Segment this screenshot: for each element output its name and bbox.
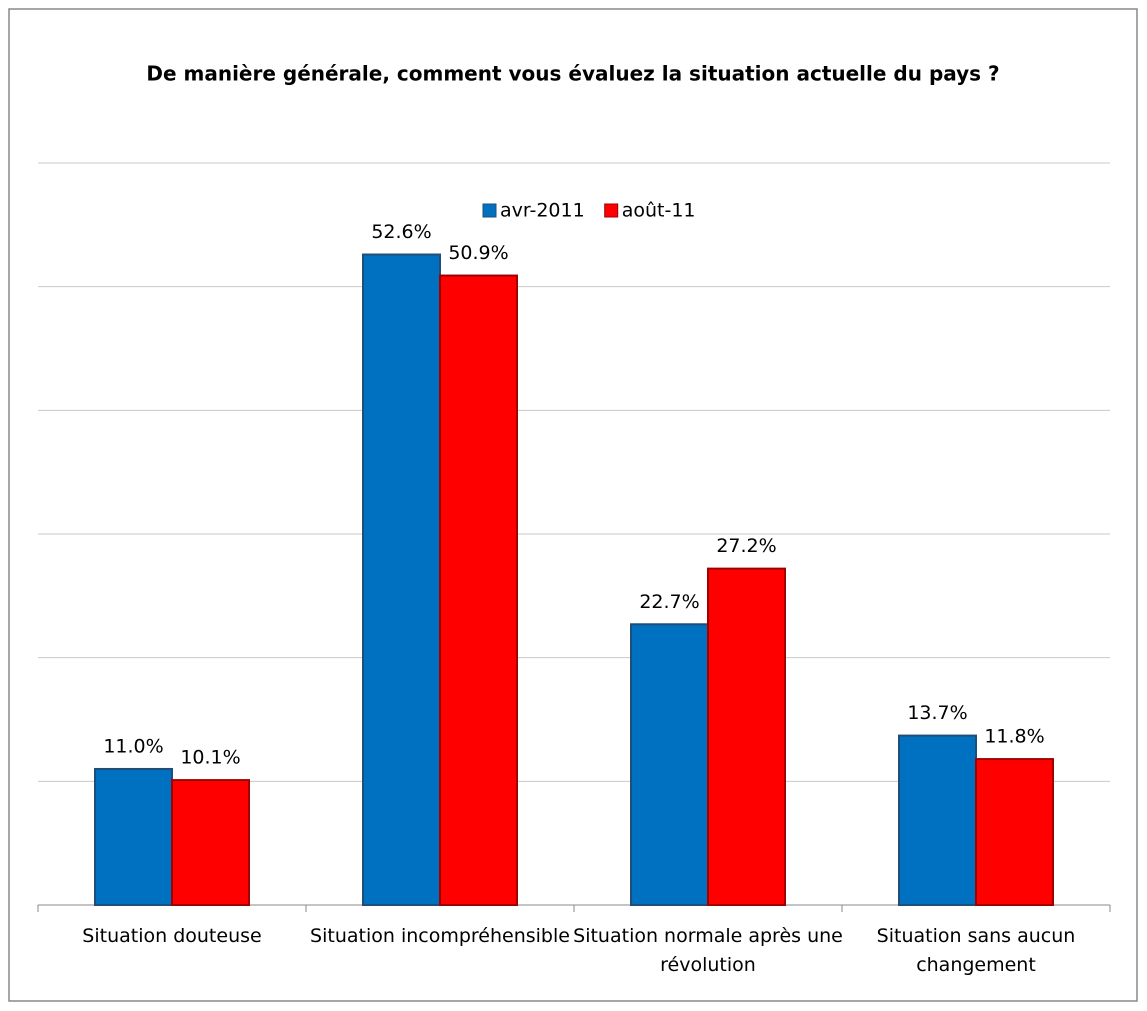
bar: [898, 734, 977, 906]
value-label: 13.7%: [907, 702, 967, 724]
value-label: 11.0%: [103, 735, 163, 757]
legend-swatch: [482, 203, 497, 218]
x-tick-label: Situation normale après une révolution: [573, 925, 843, 976]
value-label: 22.7%: [639, 591, 699, 613]
legend-label: août-11: [622, 200, 696, 222]
bar: [94, 767, 173, 907]
legend-label: avr-2011: [500, 200, 585, 222]
value-label: 52.6%: [371, 221, 431, 243]
value-label: 27.2%: [716, 535, 776, 557]
x-tick-label: Situation douteuse: [82, 925, 262, 947]
value-label: 10.1%: [180, 747, 240, 769]
bar: [975, 758, 1054, 906]
bar: [439, 274, 518, 906]
x-tick-label: Situation incompréhensible: [310, 925, 570, 947]
chart-title: De manière générale, comment vous évalue…: [146, 62, 999, 86]
legend-swatch: [604, 203, 619, 218]
bar: [171, 779, 250, 907]
value-label: 11.8%: [984, 726, 1044, 748]
bar: [707, 567, 786, 906]
x-tick-label: Situation sans aucun changement: [876, 925, 1076, 976]
bar: [362, 253, 441, 907]
bar: [630, 623, 709, 906]
value-label: 50.9%: [448, 242, 508, 264]
